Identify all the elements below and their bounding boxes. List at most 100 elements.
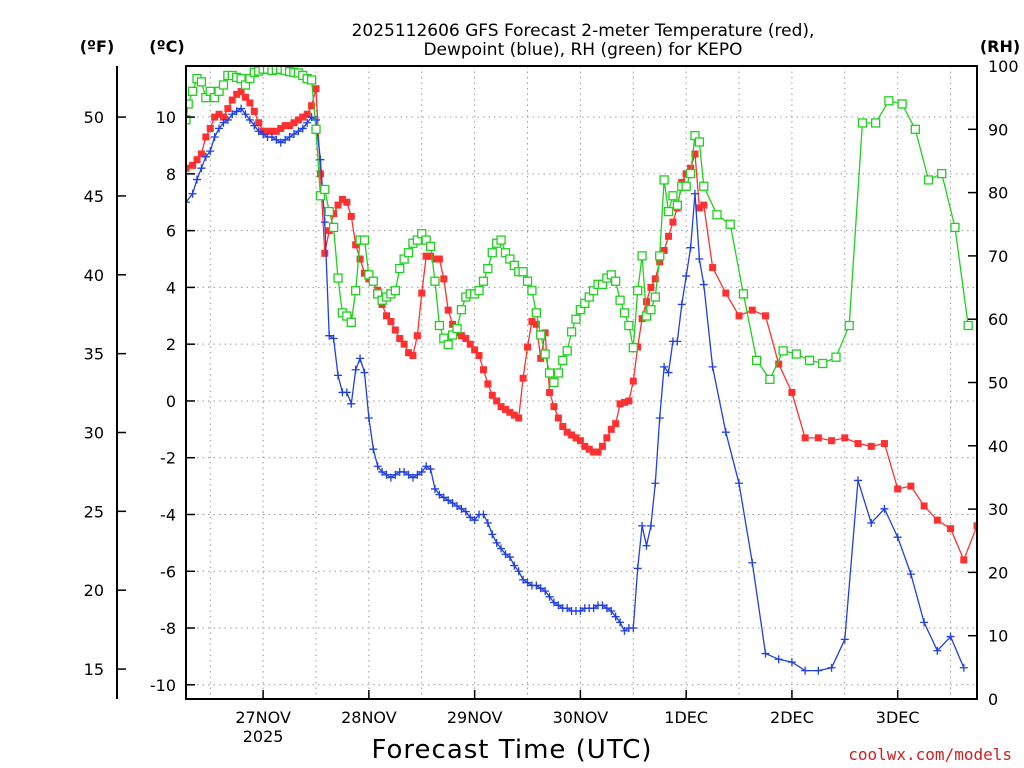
2-meter-temperature-point <box>435 255 443 263</box>
rh-point <box>923 175 934 185</box>
dewpoint-point <box>276 138 285 147</box>
2-meter-temperature-point <box>546 388 554 396</box>
rh-point <box>566 327 577 337</box>
2-meter-temperature-point <box>612 420 620 428</box>
dewpoint-point <box>378 467 387 476</box>
fahrenheit-tick-label: 35 <box>84 345 104 364</box>
rh-point <box>328 222 339 233</box>
fahrenheit-unit-label: (ºF) <box>80 37 115 56</box>
2-meter-temperature-point <box>691 150 699 158</box>
rh-point <box>324 206 334 217</box>
fahrenheit-tick-label: 30 <box>84 423 104 442</box>
2-meter-temperature-point <box>880 440 888 448</box>
2-meter-temperature-point <box>700 201 708 209</box>
2-meter-temperature-point <box>620 398 628 406</box>
dewpoint-point <box>382 470 391 479</box>
dewpoint-point <box>342 388 351 397</box>
rh-point <box>562 346 572 356</box>
2-meter-temperature-point <box>255 119 263 127</box>
rh-point <box>937 168 947 179</box>
2-meter-temperature-point <box>581 442 589 450</box>
celsius-unit-label: (ºC) <box>149 37 184 56</box>
dewpoint-point <box>699 280 708 289</box>
dewpoint-point <box>479 510 488 519</box>
dewpoint-point <box>298 124 307 133</box>
rh-tick-label: 60 <box>988 310 1008 329</box>
celsius-tick-label: -4 <box>160 505 176 524</box>
2-meter-temperature-point <box>246 99 254 107</box>
rh-point <box>430 276 440 286</box>
2-meter-temperature-point <box>625 397 633 405</box>
dewpoint-point <box>501 550 510 559</box>
2-meter-temperature-point <box>554 414 562 422</box>
rh-point <box>403 248 414 258</box>
dewpoint-point <box>532 581 541 590</box>
dewpoint-point <box>682 272 691 281</box>
rh-point <box>553 368 564 378</box>
x-tick-label: 3DEC <box>876 708 920 727</box>
2-meter-temperature-point <box>427 252 435 260</box>
rh-point <box>306 75 317 85</box>
2-meter-temperature-point <box>281 122 289 130</box>
2-meter-temperature-point <box>241 93 249 101</box>
rh-point <box>395 263 405 274</box>
2-meter-temperature-point <box>735 312 743 320</box>
x-tick-label: 27NOV <box>235 708 291 727</box>
2-meter-temperature-point <box>642 298 650 306</box>
2-meter-temperature-point <box>294 116 302 124</box>
2-meter-temperature-point <box>687 164 695 172</box>
rh-point <box>628 343 638 353</box>
2-meter-temperature-point <box>528 317 536 325</box>
2-meter-temperature-point <box>629 377 637 385</box>
x-tick-label: 29NOV <box>447 708 503 727</box>
rh-point <box>963 320 973 331</box>
dewpoint-point <box>602 604 611 613</box>
dewpoint-point <box>364 413 373 422</box>
rh-point <box>544 368 555 378</box>
rh-point <box>527 286 537 296</box>
dewpoint-point <box>461 507 470 516</box>
dewpoint-point <box>250 121 259 130</box>
2-meter-temperature-point <box>722 289 730 297</box>
rh-point <box>950 222 960 233</box>
rh-point <box>804 355 815 365</box>
dewpoint-point <box>404 470 413 479</box>
dewpoint-point <box>505 553 514 562</box>
rh-point <box>650 292 660 302</box>
dewpoint-point <box>281 135 290 144</box>
dewpoint-point <box>523 578 532 587</box>
2-meter-temperature-point <box>475 352 483 360</box>
rh-point <box>540 349 550 359</box>
dewpoint-point <box>814 666 823 675</box>
2-meter-temperature-point <box>444 306 452 314</box>
rh-point <box>351 286 361 296</box>
rh-point <box>624 320 634 331</box>
rh-point <box>897 99 907 109</box>
2-meter-temperature-point <box>484 380 492 388</box>
2-meter-temperature-point <box>250 107 258 115</box>
rh-point <box>663 206 674 217</box>
2-meter-temperature-point <box>215 110 223 118</box>
rh-point <box>619 308 630 318</box>
rh-tick-label: 90 <box>988 120 1008 139</box>
dewpoint-point <box>289 130 298 139</box>
dewpoint-point <box>690 189 699 198</box>
2-meter-temperature-point <box>277 124 285 132</box>
2-meter-temperature-point <box>576 437 584 445</box>
dewpoint-point <box>210 132 219 141</box>
dewpoint-point <box>215 124 224 133</box>
2-meter-temperature-point <box>186 164 190 172</box>
dewpoint-point <box>294 127 303 136</box>
dewpoint-point <box>549 598 558 607</box>
2-meter-temperature-point <box>316 170 324 178</box>
2-meter-temperature-point <box>973 522 977 530</box>
dewpoint-point <box>228 110 237 119</box>
rh-point <box>390 286 400 296</box>
2-meter-temperature-point <box>303 110 311 118</box>
rh-point <box>765 374 775 384</box>
dewpoint-point <box>708 362 717 371</box>
rh-point <box>778 346 788 356</box>
dewpoint-point <box>351 365 360 374</box>
rh-tick-label: 70 <box>988 247 1008 266</box>
dewpoint-point <box>620 626 629 635</box>
